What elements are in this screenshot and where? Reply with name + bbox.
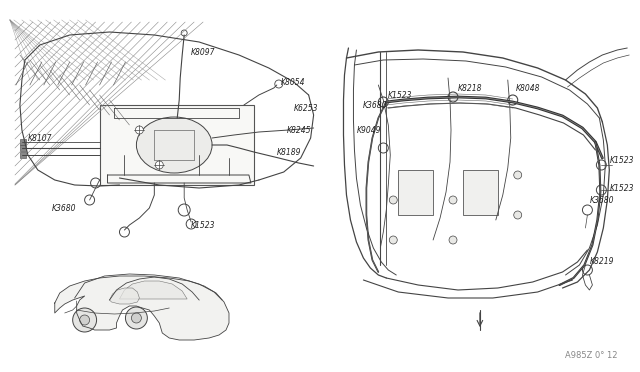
Polygon shape (120, 281, 187, 299)
Circle shape (136, 126, 143, 134)
Circle shape (84, 195, 95, 205)
Circle shape (91, 178, 100, 188)
Text: K8097: K8097 (191, 48, 216, 57)
Circle shape (514, 211, 522, 219)
Text: K6253: K6253 (294, 103, 318, 112)
Circle shape (156, 161, 163, 169)
Text: K1523: K1523 (191, 221, 216, 230)
Bar (100, 105, 254, 185)
Circle shape (596, 185, 606, 195)
Circle shape (79, 315, 90, 325)
Text: K8048: K8048 (516, 83, 540, 93)
Circle shape (186, 219, 196, 229)
Text: K8218: K8218 (458, 83, 483, 93)
Circle shape (582, 205, 593, 215)
Circle shape (275, 80, 283, 88)
Circle shape (389, 236, 397, 244)
Text: K8245: K8245 (287, 125, 311, 135)
Text: K1523: K1523 (609, 183, 634, 192)
Text: K3680: K3680 (52, 203, 76, 212)
Circle shape (508, 95, 518, 105)
Bar (463, 170, 498, 215)
Ellipse shape (136, 117, 212, 173)
Bar (398, 170, 433, 215)
Polygon shape (55, 276, 229, 340)
Text: A985Z 0° 12: A985Z 0° 12 (564, 351, 618, 360)
Bar (20, 145, 26, 151)
Text: K8107: K8107 (28, 134, 52, 142)
Circle shape (378, 97, 388, 107)
Circle shape (73, 308, 97, 332)
Circle shape (448, 92, 458, 102)
Text: K1523: K1523 (388, 90, 413, 99)
Bar (20, 152, 26, 158)
Text: K3680: K3680 (362, 100, 387, 109)
Text: K8054: K8054 (281, 77, 305, 87)
Bar (20, 139, 26, 145)
Circle shape (181, 30, 187, 36)
Text: K8189: K8189 (276, 148, 301, 157)
Circle shape (582, 265, 593, 275)
Text: K9049: K9049 (356, 125, 381, 135)
Circle shape (131, 313, 141, 323)
Text: K1523: K1523 (609, 155, 634, 164)
Circle shape (378, 143, 388, 153)
Polygon shape (109, 288, 140, 304)
Circle shape (596, 160, 606, 170)
Text: K3680: K3680 (589, 196, 614, 205)
Circle shape (449, 196, 457, 204)
Circle shape (449, 236, 457, 244)
Circle shape (514, 171, 522, 179)
Circle shape (389, 196, 397, 204)
Text: K8219: K8219 (589, 257, 614, 266)
Circle shape (178, 204, 190, 216)
Circle shape (125, 307, 147, 329)
Circle shape (120, 227, 129, 237)
